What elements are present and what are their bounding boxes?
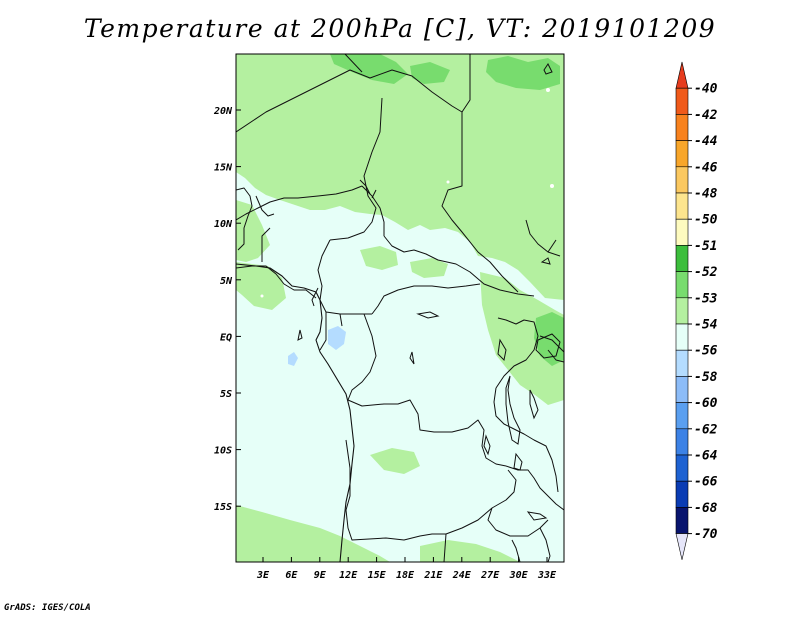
lat-tick-label: 20N <box>213 106 233 117</box>
map-frame <box>235 53 565 563</box>
colorbar-top-triangle <box>675 61 689 89</box>
field-minus53-patch2 <box>410 258 448 278</box>
field-minus52-north2 <box>410 62 450 84</box>
colorbar-swatch <box>675 402 689 430</box>
country-borders <box>236 54 564 562</box>
field-minus53-gulf <box>236 262 286 310</box>
lon-tick-label: 30E <box>509 570 529 581</box>
lon-tick-label: 33E <box>537 570 557 581</box>
lat-tick-label: 10S <box>214 446 232 457</box>
colorbar-swatch <box>675 245 689 272</box>
field-minus53-north <box>236 54 564 300</box>
field-specks <box>260 88 554 298</box>
colorbar-label: -46 <box>694 160 718 175</box>
colorbar-label: -56 <box>694 344 718 359</box>
coastline <box>236 263 355 562</box>
colorbar-swatch <box>675 192 689 220</box>
field-minus52-north1 <box>330 54 408 84</box>
map-title: Temperature at 200hPa [C], VT: 201910120… <box>83 14 717 43</box>
colorbar-swatch <box>675 218 689 246</box>
colorbar-label: -51 <box>694 239 717 254</box>
colorbar-label: -58 <box>694 370 718 385</box>
colorbar: -40 -42 -44 -46 -48 -50 -51 -52 -53 -54 -56 -58 -60 -… <box>675 61 718 560</box>
field-minus53-patch3 <box>370 448 420 474</box>
lon-tick-label: 3E <box>256 570 270 581</box>
colorbar-label: -60 <box>694 396 718 411</box>
map-area <box>236 54 564 562</box>
lat-tick-label: 10N <box>214 219 233 230</box>
lat-tick-label: EQ <box>220 332 232 343</box>
lat-tick-label: 5S <box>220 389 232 400</box>
colorbar-swatch <box>675 507 689 534</box>
colorbar-label: -44 <box>694 134 718 149</box>
lakes <box>297 63 561 521</box>
colorbar-label: -50 <box>694 213 718 228</box>
colorbar-label: -42 <box>694 108 718 123</box>
lon-tick-label: 18E <box>396 570 415 581</box>
field-minus52-northeast <box>486 56 560 90</box>
latitude-ticks: 20N 15N 10N 5N EQ 5S 10S 15S <box>213 106 241 513</box>
colorbar-label: -40 <box>694 82 718 97</box>
colorbar-label: -48 <box>694 187 718 202</box>
colorbar-label: -54 <box>694 318 718 333</box>
colorbar-swatch <box>675 271 689 299</box>
colorbar-label: -66 <box>694 475 718 490</box>
colorbar-label: -64 <box>694 449 718 464</box>
field-minus56-gabon <box>328 326 346 350</box>
colorbar-swatch <box>675 480 689 508</box>
lat-tick-label: 5N <box>220 276 233 287</box>
colorbar-swatch <box>675 323 689 351</box>
colorbar-swatch <box>675 140 689 168</box>
colorbar-label: -62 <box>694 422 718 437</box>
colorbar-swatch <box>675 166 689 194</box>
lat-tick-label: 15N <box>214 163 233 174</box>
field-minus56-ocean <box>288 352 298 366</box>
field-minus53-southwest <box>236 505 390 562</box>
colorbar-swatch <box>675 376 689 403</box>
longitude-ticks: 3E 6E 9E 12E 15E 18E 21E 24E 27E 30E 33E <box>256 557 557 581</box>
colorbar-label: -53 <box>694 291 718 306</box>
colorbar-label: -70 <box>694 527 718 542</box>
colorbar-swatch <box>675 428 689 456</box>
field-minus53-east <box>480 272 564 405</box>
colorbar-swatch <box>675 454 689 482</box>
colorbar-swatch <box>675 297 689 325</box>
grads-credit: GrADS: IGES/COLA <box>4 603 91 613</box>
lon-tick-label: 6E <box>285 570 298 581</box>
colorbar-swatch <box>675 349 689 377</box>
lon-tick-label: 9E <box>314 570 327 581</box>
colorbar-bottom-triangle <box>675 533 689 560</box>
lat-tick-label: 15S <box>214 502 232 513</box>
colorbar-swatch <box>675 87 689 115</box>
field-minus53-patch1 <box>360 246 398 270</box>
colorbar-label: -68 <box>694 501 718 516</box>
lon-tick-label: 15E <box>368 570 387 581</box>
lon-tick-label: 24E <box>452 570 472 581</box>
colorbar-label: -52 <box>694 265 718 280</box>
lon-tick-label: 21E <box>423 570 443 581</box>
lon-tick-label: 27E <box>480 570 500 581</box>
lon-tick-label: 12E <box>339 570 358 581</box>
colorbar-swatch <box>675 114 689 141</box>
